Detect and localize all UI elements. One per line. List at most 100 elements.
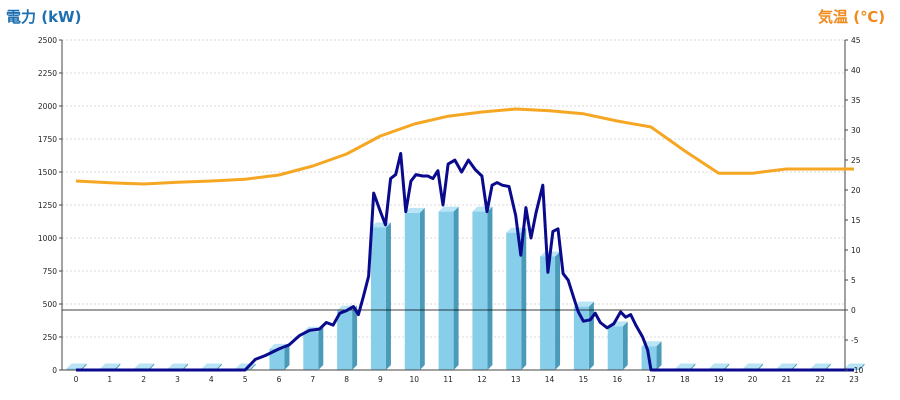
y-left-tick-label: 250: [43, 333, 58, 342]
bar-side: [791, 363, 797, 370]
bar-front: [540, 256, 556, 370]
y-right-tick-label: 20: [851, 186, 861, 195]
bar-side: [81, 363, 87, 370]
x-tick-label: 4: [209, 375, 214, 384]
bar-top: [844, 363, 865, 369]
x-tick-label: 7: [310, 375, 315, 384]
bar: [506, 227, 527, 370]
bar-side: [115, 363, 121, 370]
x-tick-label: 2: [141, 375, 146, 384]
x-tick-label: 20: [748, 375, 758, 384]
x-tick-label: 14: [545, 375, 555, 384]
y-right-tick-label: -5: [851, 336, 859, 345]
bar-top: [743, 363, 764, 369]
bar-top: [573, 301, 594, 307]
x-tick-label: 11: [443, 375, 453, 384]
bar: [337, 305, 358, 370]
bar-front: [303, 331, 319, 370]
x-tick-label: 5: [243, 375, 248, 384]
y-left-tick-label: 2500: [38, 36, 57, 45]
y-left-tick-label: 2250: [38, 69, 57, 78]
x-tick-label: 23: [849, 375, 859, 384]
bar-side: [724, 363, 730, 370]
bar-series-power: [66, 206, 865, 370]
x-tick-label: 9: [378, 375, 383, 384]
bar-front: [506, 232, 522, 370]
left-axis-title: 電力 (kW): [6, 8, 81, 26]
bar: [370, 222, 391, 370]
bar-front: [472, 211, 488, 370]
bar-side: [318, 326, 324, 370]
y-right-tick-label: 45: [851, 36, 861, 45]
x-tick-label: 13: [511, 375, 521, 384]
y-right-tick-label: 25: [851, 156, 861, 165]
x-tick-label: 19: [714, 375, 724, 384]
bar: [607, 321, 628, 370]
y-left-tick-label: 500: [43, 300, 58, 309]
x-tick-label: 21: [782, 375, 792, 384]
x-tick-label: 1: [107, 375, 112, 384]
bar-side: [284, 343, 290, 370]
bar-side: [385, 222, 391, 370]
y-left-tick-label: 750: [43, 267, 58, 276]
right-axis-title: 気温 (℃): [818, 8, 885, 26]
y-left-tick-label: 0: [52, 366, 57, 375]
bar: [540, 251, 561, 370]
x-tick-label: 12: [477, 375, 487, 384]
bar-side: [216, 363, 222, 370]
bar-side: [453, 206, 459, 370]
bar-top: [438, 206, 459, 212]
bar-top: [167, 363, 188, 369]
y-right-tick-label: -10: [851, 366, 863, 375]
bar-side: [555, 251, 561, 370]
bar-front: [438, 211, 454, 370]
x-tick-label: 22: [815, 375, 825, 384]
x-tick-label: 6: [277, 375, 282, 384]
bar-side: [758, 363, 764, 370]
x-tick-label: 17: [646, 375, 656, 384]
bar-side: [588, 301, 594, 370]
bar-side: [149, 363, 155, 370]
line-series: [75, 107, 854, 372]
y-left-tick-label: 2000: [38, 102, 57, 111]
y-right-tick-label: 15: [851, 216, 861, 225]
bar-side: [825, 363, 831, 370]
bar-top: [776, 363, 797, 369]
y-right-tick-label: 35: [851, 96, 861, 105]
bar-top: [134, 363, 155, 369]
bar: [472, 206, 493, 370]
bar-front: [337, 310, 353, 370]
bar-front: [370, 227, 386, 370]
bar-front: [66, 368, 82, 370]
bar-side: [622, 321, 628, 370]
y-right-tick-label: 30: [851, 126, 861, 135]
bar-top: [675, 363, 696, 369]
bar-side: [419, 207, 425, 370]
bar-top: [100, 363, 121, 369]
bar: [404, 207, 425, 370]
y-left-tick-label: 1250: [38, 201, 57, 210]
bar-top: [404, 207, 425, 213]
bar-front: [269, 348, 285, 370]
bar-side: [352, 305, 358, 370]
bar-top: [66, 363, 87, 369]
bar: [66, 363, 87, 370]
x-tick-label: 8: [344, 375, 349, 384]
y-left-tick-label: 1500: [38, 168, 57, 177]
tick-labels: 02505007501000125015001750200022502500-1…: [38, 36, 864, 384]
bar-front: [573, 306, 589, 370]
bar-side: [487, 206, 493, 370]
y-right-tick-label: 40: [851, 66, 861, 75]
bar-top: [810, 363, 831, 369]
bar-side: [690, 363, 696, 370]
bar-side: [250, 363, 256, 370]
y-right-tick-label: 5: [851, 276, 856, 285]
x-tick-label: 3: [175, 375, 180, 384]
bar-front: [607, 326, 623, 370]
bar-top: [709, 363, 730, 369]
y-right-tick-label: 10: [851, 246, 861, 255]
bar-side: [656, 341, 662, 370]
bar-front: [404, 212, 420, 370]
bar-side: [182, 363, 188, 370]
